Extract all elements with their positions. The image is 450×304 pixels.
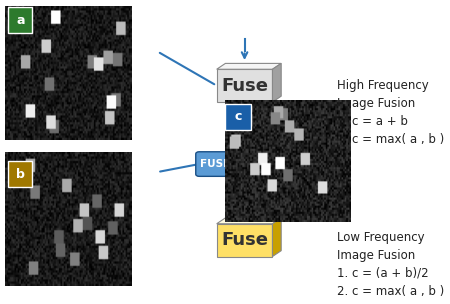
Text: Fuse: Fuse bbox=[221, 77, 268, 95]
Polygon shape bbox=[217, 224, 273, 257]
FancyBboxPatch shape bbox=[196, 152, 234, 176]
FancyBboxPatch shape bbox=[225, 104, 252, 130]
Text: Low Frequency
Image Fusion
1. c = (a + b)/2
2. c = max( a , b ): Low Frequency Image Fusion 1. c = (a + b… bbox=[337, 231, 444, 298]
Polygon shape bbox=[273, 218, 281, 257]
Polygon shape bbox=[217, 69, 273, 102]
Polygon shape bbox=[273, 64, 281, 102]
Polygon shape bbox=[217, 64, 281, 69]
Text: b: b bbox=[16, 168, 25, 181]
FancyBboxPatch shape bbox=[8, 161, 32, 187]
Text: Fuse: Fuse bbox=[221, 231, 268, 249]
Polygon shape bbox=[217, 218, 281, 224]
Text: c: c bbox=[234, 110, 242, 123]
Text: High Frequency
Image Fusion
1. c = a + b
2. c = max( a , b ): High Frequency Image Fusion 1. c = a + b… bbox=[337, 79, 444, 146]
FancyBboxPatch shape bbox=[8, 7, 32, 33]
Text: FUSE: FUSE bbox=[200, 159, 230, 169]
Text: a: a bbox=[16, 14, 24, 27]
